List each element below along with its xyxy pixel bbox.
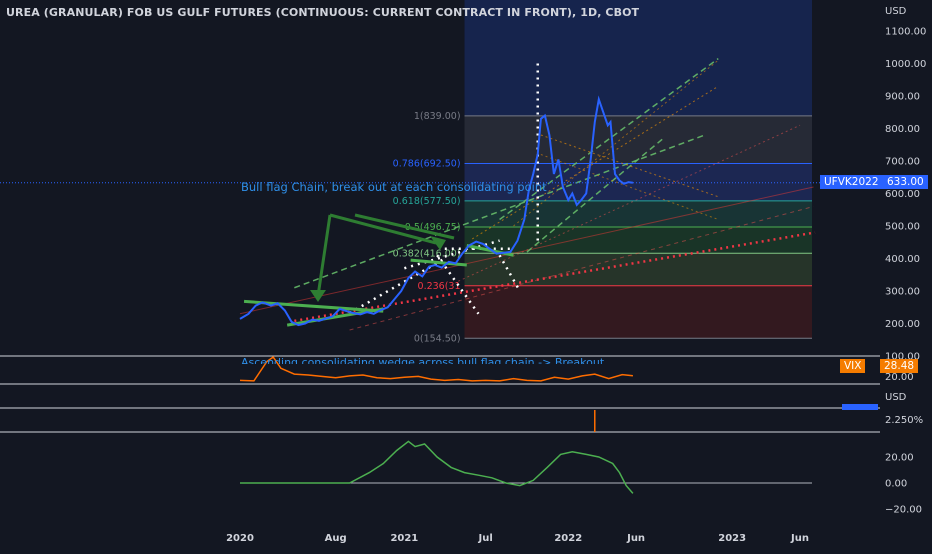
- fib-zone: [464, 253, 812, 286]
- vix-value-badge: 28.48: [880, 359, 919, 373]
- time-axis-tick: Jun: [790, 533, 809, 544]
- osc-axis-tick: −20.00: [885, 505, 922, 516]
- flag-dotted-line: [404, 239, 500, 270]
- support-dotted-line: [294, 231, 816, 323]
- trend-line: [540, 154, 719, 220]
- arrow-head: [430, 236, 446, 250]
- fib-zone: [464, 227, 812, 254]
- main-axis-tick: 1100.00: [885, 27, 926, 38]
- rate-axis-currency: USD: [885, 392, 907, 403]
- annotation-bull-flag: Bull flag Chain, break out at each conso…: [241, 180, 547, 194]
- annotation-arrow: [354, 213, 455, 240]
- fib-level-label: 0.618(577.50): [393, 196, 461, 207]
- flag-dotted-line: [436, 254, 480, 315]
- trend-line: [499, 58, 719, 221]
- annotation-arrow: [329, 213, 437, 245]
- fib-zone: [464, 200, 812, 228]
- price-series-line: [239, 95, 634, 327]
- main-axis-tick: 300.00: [885, 287, 920, 298]
- main-axis-tick: 1000.00: [885, 59, 926, 70]
- main-axis-tick: 700.00: [885, 157, 920, 168]
- time-axis-tick: Jul: [478, 533, 493, 544]
- main-axis-tick: 600.00: [885, 189, 920, 200]
- chart-title: UREA (GRANULAR) FOB US GULF FUTURES (CON…: [6, 6, 640, 19]
- main-axis-tick: 800.00: [885, 124, 920, 135]
- wedge-line: [410, 258, 467, 267]
- vix-axis-tick: 20.00: [885, 372, 914, 383]
- osc-series-line: [240, 440, 634, 494]
- main-axis-tick: 400.00: [885, 254, 920, 265]
- series-name-badge: UFVK2022: [820, 175, 883, 189]
- main-axis-tick: 500.00: [885, 222, 920, 233]
- rate-badge: [842, 404, 878, 410]
- osc-axis-tick: 0.00: [885, 479, 907, 490]
- fib-level-label: 0(154.50): [414, 333, 461, 344]
- time-axis-tick: 2023: [718, 533, 746, 544]
- fib-level-label: 1(839.00): [414, 111, 461, 122]
- last-price-badge: 633.00: [883, 175, 928, 189]
- trend-line: [471, 85, 719, 240]
- wedge-upper-line: [243, 299, 384, 313]
- fib-level-label: 0.5(496.75): [405, 222, 461, 233]
- wedge-line: [466, 244, 514, 257]
- fib-zone: [464, 285, 812, 339]
- time-axis-tick: Aug: [325, 533, 347, 544]
- time-axis-tick: 2021: [390, 533, 418, 544]
- annotation-wedge: Ascending consolidating wedge across bul…: [241, 356, 605, 364]
- fib-zone: [464, 163, 812, 201]
- wedge-lower-line: [286, 307, 384, 327]
- main-axis-tick: 200.00: [885, 319, 920, 330]
- annotation-arrow: [316, 214, 332, 297]
- fib-level-label: 0.382(416.00): [393, 248, 461, 259]
- trend-line: [349, 206, 814, 331]
- time-axis-tick: 2022: [554, 533, 582, 544]
- main-axis-tick: 900.00: [885, 92, 920, 103]
- main-axis-currency: USD: [885, 6, 907, 17]
- osc-axis-tick: 20.00: [885, 453, 914, 464]
- fib-level-label: 0.786(692.50): [393, 158, 461, 169]
- time-axis-tick: 2020: [226, 533, 254, 544]
- main-axis-tick: 100.00: [885, 352, 920, 363]
- arrow-head: [310, 290, 326, 302]
- vix-name-badge: VIX: [840, 359, 866, 373]
- rate-axis-tick: 2.250%: [885, 415, 923, 426]
- fib-zone: [464, 115, 812, 164]
- vix-series-line: [239, 355, 633, 382]
- fib-zone-top: [464, 0, 812, 116]
- time-axis-tick: Jun: [626, 533, 645, 544]
- trend-line: [540, 134, 719, 198]
- fib-level-label: 0.236(31: [418, 281, 461, 292]
- trend-line: [513, 59, 719, 227]
